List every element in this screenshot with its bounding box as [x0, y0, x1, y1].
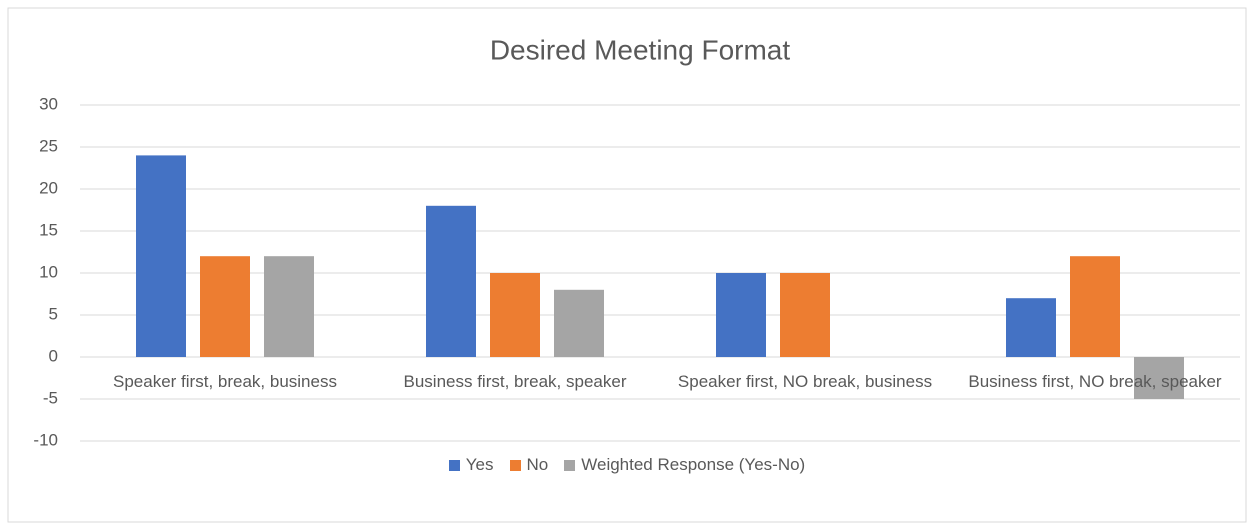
y-tick-label: 20	[39, 178, 58, 197]
legend-swatch	[448, 459, 460, 471]
bar	[554, 289, 604, 357]
y-tick-label: -10	[33, 430, 58, 449]
legend-item: Yes	[448, 455, 494, 475]
x-tick-label: Speaker first, break, business	[113, 372, 337, 391]
bar	[1006, 298, 1056, 357]
legend: Yes No Weighted Response (Yes-No)	[0, 455, 1254, 475]
legend-swatch	[564, 459, 576, 471]
bar	[264, 256, 314, 357]
bar	[716, 273, 766, 357]
y-tick-label: 25	[39, 136, 58, 155]
x-tick-label: Speaker first, NO break, business	[677, 372, 933, 391]
legend-label: Yes	[465, 455, 494, 474]
chart-border	[7, 7, 1247, 523]
y-tick-label: 10	[39, 262, 58, 281]
y-tick-label: 15	[39, 220, 58, 239]
bar	[490, 273, 540, 357]
x-tick-label: Business first, break, speaker	[403, 372, 627, 391]
legend-swatch	[509, 459, 521, 471]
bar	[136, 155, 186, 357]
y-tick-label: 0	[49, 346, 58, 365]
y-tick-label: -5	[43, 388, 58, 407]
x-tick-label: Business first, NO break, speaker	[968, 372, 1222, 391]
legend-item: Weighted Response (Yes-No)	[564, 455, 805, 475]
y-tick-label: 5	[49, 304, 58, 323]
legend-item: No	[509, 455, 549, 475]
bar	[200, 256, 250, 357]
chart-title: Desired Meeting Format	[490, 34, 791, 65]
bar	[780, 273, 830, 357]
y-tick-label: 30	[39, 94, 58, 113]
bar	[1134, 357, 1184, 399]
legend-label: No	[526, 455, 549, 474]
bar	[426, 205, 476, 357]
bar	[1070, 256, 1120, 357]
legend-label: Weighted Response (Yes-No)	[581, 455, 806, 474]
